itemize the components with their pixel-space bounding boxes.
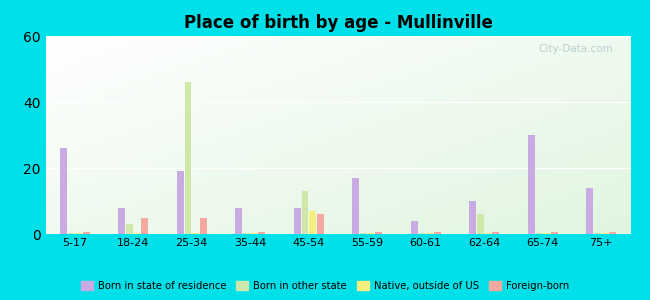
Bar — [419, 233, 425, 234]
Bar — [551, 232, 558, 234]
Bar — [68, 233, 74, 234]
Bar — [536, 233, 542, 234]
Bar — [426, 233, 433, 234]
Text: City-Data.com: City-Data.com — [538, 44, 613, 54]
Bar — [235, 208, 242, 234]
Bar — [375, 232, 382, 234]
Bar — [200, 218, 207, 234]
Bar — [185, 82, 191, 234]
Bar — [177, 171, 184, 234]
Bar — [586, 188, 593, 234]
Bar — [60, 148, 67, 234]
Bar — [492, 232, 499, 234]
Bar — [360, 233, 367, 234]
Bar — [251, 233, 257, 234]
Bar — [317, 214, 324, 234]
Bar — [243, 233, 250, 234]
Legend: Born in state of residence, Born in other state, Native, outside of US, Foreign-: Born in state of residence, Born in othe… — [77, 277, 573, 295]
Bar — [594, 233, 601, 234]
Bar — [294, 208, 301, 234]
Bar — [434, 232, 441, 234]
Bar — [75, 233, 82, 234]
Bar — [258, 232, 265, 234]
Bar — [302, 191, 308, 234]
Bar — [118, 208, 125, 234]
Bar — [134, 233, 140, 234]
Bar — [609, 232, 616, 234]
Bar — [543, 233, 550, 234]
Bar — [309, 211, 316, 234]
Bar — [192, 233, 199, 234]
Bar — [469, 201, 476, 234]
Bar — [411, 221, 418, 234]
Bar — [83, 232, 90, 234]
Bar — [352, 178, 359, 234]
Bar — [141, 218, 148, 234]
Bar — [485, 233, 491, 234]
Bar — [602, 233, 608, 234]
Bar — [368, 233, 374, 234]
Bar — [477, 214, 484, 234]
Bar — [528, 135, 535, 234]
Title: Place of birth by age - Mullinville: Place of birth by age - Mullinville — [183, 14, 493, 32]
Bar — [126, 224, 133, 234]
